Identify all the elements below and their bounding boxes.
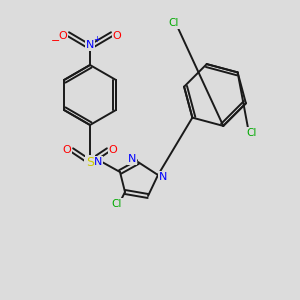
Text: N: N [86, 40, 94, 50]
Text: N: N [159, 172, 167, 182]
Text: Cl: Cl [112, 199, 122, 209]
Text: +: + [94, 35, 100, 44]
Text: O: O [63, 145, 71, 155]
Text: Cl: Cl [169, 18, 179, 28]
Text: O: O [58, 31, 68, 41]
Text: S: S [86, 155, 94, 169]
Text: O: O [109, 145, 117, 155]
Text: N: N [128, 154, 136, 164]
Text: Cl: Cl [247, 128, 257, 138]
Text: N: N [94, 157, 102, 167]
Text: O: O [112, 31, 122, 41]
Text: −: − [51, 36, 61, 46]
Text: H: H [85, 158, 93, 168]
